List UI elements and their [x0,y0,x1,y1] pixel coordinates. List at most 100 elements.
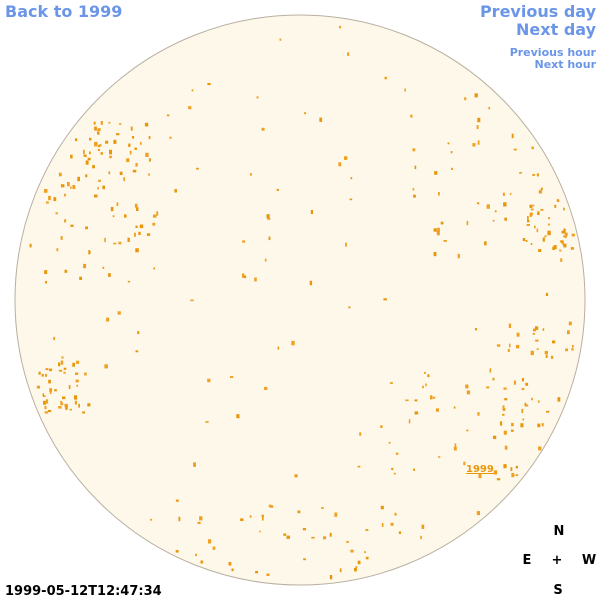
magnetic-feature [49,391,52,394]
magnetic-feature [515,474,519,476]
magnetic-feature [87,403,91,407]
magnetic-feature [63,367,67,370]
magnetic-feature [102,185,105,190]
magnetic-feature [148,173,150,176]
magnetic-feature [116,133,120,136]
back-link[interactable]: Back to 1999 [5,2,122,21]
magnetic-feature [529,214,532,217]
region-label[interactable]: 1999 [466,464,494,475]
magnetic-feature [277,346,280,350]
magnetic-feature [58,406,62,409]
magnetic-feature [118,241,122,245]
magnetic-feature [134,203,138,208]
magnetic-feature [536,173,539,177]
magnetic-feature [108,273,111,277]
magnetic-feature [531,146,534,150]
magnetic-feature [250,173,252,176]
magnetic-feature [503,430,507,435]
magnetic-feature [45,373,48,377]
magnetic-feature [435,408,439,412]
magnetic-feature [492,219,495,222]
magnetic-feature [87,157,91,161]
magnetic-feature [511,133,514,139]
magnetic-feature [244,275,247,279]
magnetic-feature [174,189,177,193]
magnetic-feature [135,225,138,228]
magnetic-feature [47,410,52,413]
magnetic-feature [79,276,82,280]
next-day-link[interactable]: Next day [516,20,597,39]
magnetic-feature [535,339,539,342]
magnetic-feature [311,536,315,539]
magnetic-feature [85,174,88,178]
magnetic-feature [412,148,416,152]
magnetic-feature [542,237,545,242]
magnetic-feature [93,121,96,125]
magnetic-feature [484,241,487,246]
magnetic-feature [492,377,495,381]
magnetic-feature [433,228,437,232]
magnetic-feature [68,385,71,389]
next-hour-link[interactable]: Next hour [535,58,597,71]
magnetic-feature [128,143,131,147]
magnetic-feature [89,151,91,155]
magnetic-feature [97,149,100,151]
magnetic-feature [531,397,533,401]
magnetic-feature [135,163,138,167]
magnetic-feature [544,350,548,355]
magnetic-feature [48,379,51,384]
magnetic-feature [76,360,80,364]
magnetic-feature [521,408,524,414]
magnetic-feature [504,398,508,401]
magnetic-feature [42,393,45,396]
magnetic-feature [571,233,575,237]
previous-hour-link[interactable]: Previous hour [510,46,597,59]
magnetic-feature [70,224,74,227]
magnetic-feature [420,535,422,540]
previous-day-link[interactable]: Previous day [480,2,597,21]
magnetic-feature [65,406,68,410]
magnetic-feature [63,371,66,374]
magnetic-feature [49,388,53,392]
magnetic-feature [522,418,524,421]
magnetic-feature [261,514,264,518]
magnetic-feature [135,248,139,253]
magnetic-feature [45,280,47,284]
magnetic-feature [529,212,533,216]
magnetic-feature [524,402,527,407]
magnetic-feature [486,386,490,389]
magnetic-feature [437,227,440,232]
magnetic-feature [504,445,508,450]
magnetic-feature [264,386,268,390]
magnetic-feature [451,167,453,170]
magnetic-feature [350,177,353,180]
magnetic-feature [453,446,457,451]
magnetic-feature [276,188,279,191]
magnetic-feature [450,151,453,154]
magnetic-feature [519,172,522,174]
magnetic-feature [208,539,212,544]
magnetic-feature [540,187,543,191]
magnetic-feature [395,452,399,455]
magnetic-feature [255,571,259,574]
magnetic-feature [560,240,564,243]
magnetic-feature [42,395,46,397]
magnetic-feature [508,323,512,328]
magnetic-feature [199,516,203,521]
magnetic-feature [82,411,85,414]
magnetic-feature [113,242,117,245]
magnetic-feature [536,228,539,233]
magnetic-feature [140,141,142,145]
magnetic-feature [475,328,478,331]
magnetic-feature [266,573,270,576]
magnetic-feature [126,158,130,163]
magnetic-feature [56,248,59,252]
magnetic-feature [197,521,201,524]
magnetic-feature [466,429,469,432]
magnetic-feature [563,228,566,233]
magnetic-feature [64,219,67,223]
magnetic-feature [513,380,516,385]
magnetic-feature [106,317,110,322]
magnetic-feature [60,184,65,188]
magnetic-feature [135,350,139,353]
